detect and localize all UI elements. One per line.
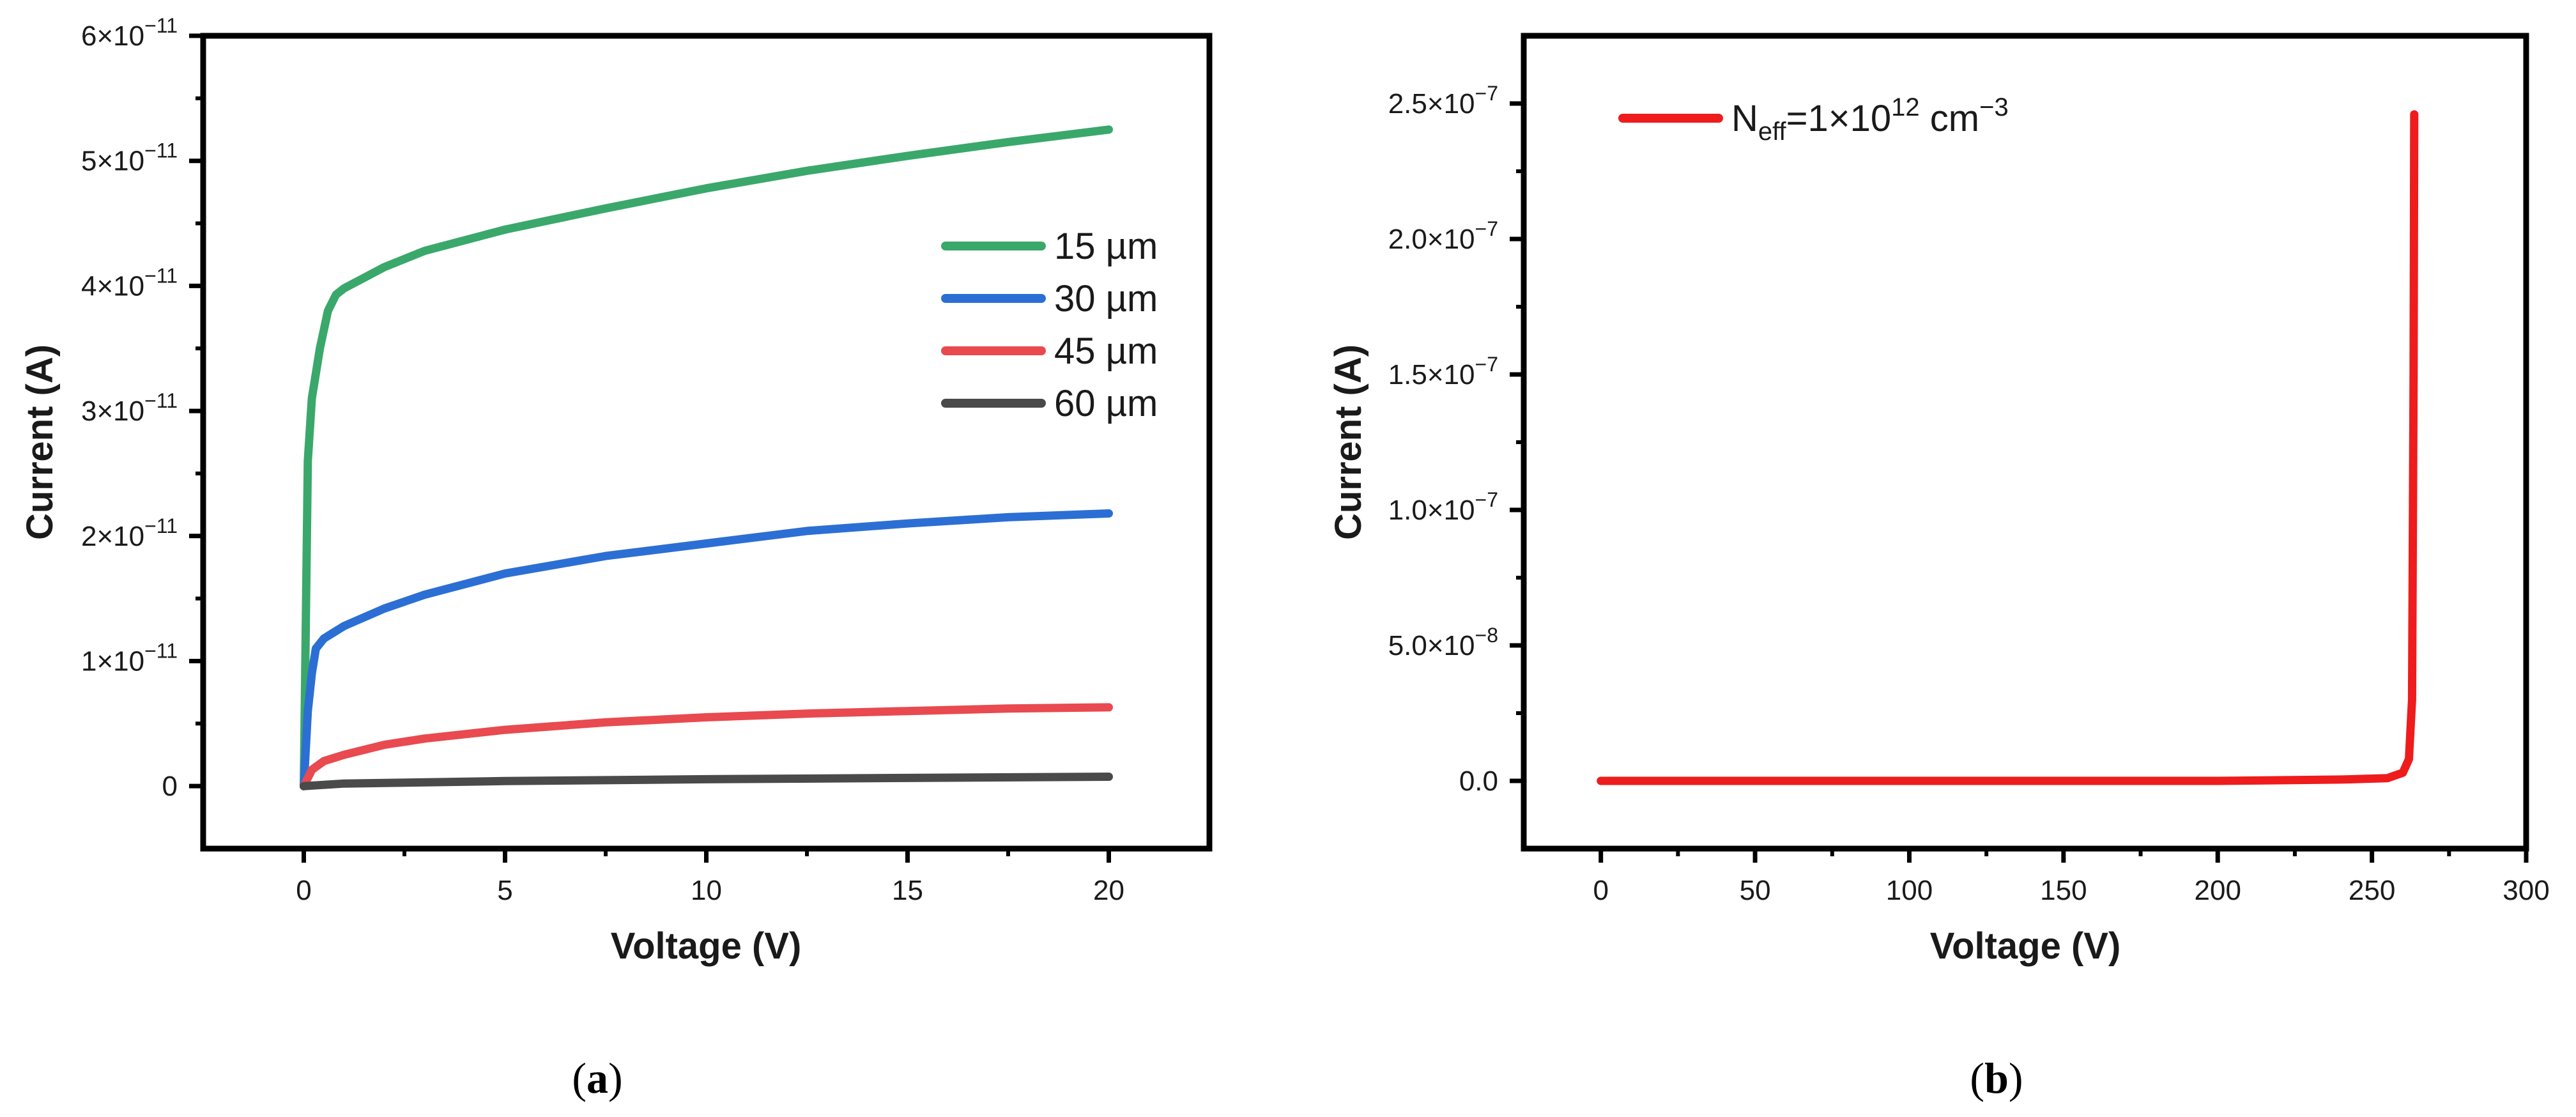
y-tick-label-b-0: 0.0 <box>1459 766 1498 797</box>
plot-frame-b <box>1521 33 2529 852</box>
x-tick-label-a-0: 0 <box>296 875 311 906</box>
y-tick-label-a-4: 4×10−11 <box>81 264 178 302</box>
legend-label-a-3: 60 µm <box>1054 383 1158 424</box>
series-line-a-2 <box>300 703 1113 790</box>
x-tick-label-a-3: 15 <box>892 875 923 906</box>
chart-panel-a: 0 5 10 15 20 0 1×10−11 2×10−11 3×10−11 4×10−11 5×1… <box>19 14 1213 1102</box>
y-tick-label-a-3: 3×10−11 <box>81 389 178 427</box>
ticks-layer-b: 0 50 100 150 200 250 300 0.0 5.0×10−8 1.0×10−7 1.5… <box>1388 82 2550 906</box>
legend-b: Neff=1×1012 cm−3 <box>1618 93 2009 146</box>
legend-label-a-1: 30 µm <box>1054 278 1158 320</box>
series-layer-b <box>1597 110 2419 785</box>
y-tick-label-a-5: 5×10−11 <box>81 139 178 177</box>
x-tick-label-b-5: 250 <box>2349 875 2395 906</box>
x-axis-label-a: Voltage (V) <box>611 925 802 967</box>
chart-panel-b: 0 50 100 150 200 250 300 0.0 5.0×10−8 1.0×10−7 1.5… <box>1328 33 2550 1102</box>
legend-label-neff: Neff=1×1012 cm−3 <box>1731 93 2009 146</box>
y-tick-label-a-1: 1×10−11 <box>81 639 178 677</box>
x-axis-label-b: Voltage (V) <box>1930 925 2121 967</box>
y-tick-label-b-5: 2.5×10−7 <box>1388 82 1498 119</box>
x-tick-label-b-0: 0 <box>1593 875 1608 906</box>
series-line-a-0 <box>300 125 1113 790</box>
y-tick-label-b-2: 1.0×10−7 <box>1388 488 1498 526</box>
y-tick-label-a-6: 6×10−11 <box>81 14 178 52</box>
series-line-b-0 <box>1597 110 2419 785</box>
x-tick-label-a-4: 20 <box>1093 875 1124 906</box>
x-tick-label-b-2: 100 <box>1886 875 1933 906</box>
legend-a: 15 µm 30 µm 45 µm 60 µm <box>941 226 1158 424</box>
y-tick-label-a-0: 0 <box>162 771 178 802</box>
y-axis-label-a: Current (A) <box>19 344 61 540</box>
x-tick-label-b-4: 200 <box>2195 875 2241 906</box>
plot-frame-a <box>200 33 1213 852</box>
legend-label-a-2: 45 µm <box>1054 330 1158 372</box>
series-line-a-3 <box>300 773 1113 790</box>
series-layer-a <box>300 125 1113 790</box>
x-tick-label-b-1: 50 <box>1740 875 1771 906</box>
legend-label-a-0: 15 µm <box>1054 226 1158 267</box>
caption-b: (b) <box>1970 1054 2023 1102</box>
x-tick-label-a-2: 10 <box>691 875 722 906</box>
series-line-a-1 <box>300 509 1113 790</box>
x-tick-label-a-1: 5 <box>497 875 512 906</box>
y-tick-label-a-2: 2×10−11 <box>81 514 178 552</box>
caption-a: (a) <box>572 1054 622 1102</box>
y-axis-label-b: Current (A) <box>1328 344 1369 540</box>
y-tick-label-b-1: 5.0×10−8 <box>1388 624 1498 661</box>
x-tick-label-b-6: 300 <box>2503 875 2549 906</box>
x-tick-label-b-3: 150 <box>2040 875 2087 906</box>
y-tick-label-b-4: 2.0×10−7 <box>1388 217 1498 255</box>
ticks-layer-a: 0 5 10 15 20 0 1×10−11 2×10−11 3×10−11 4×10−11 5×1… <box>81 14 1124 906</box>
y-tick-label-b-3: 1.5×10−7 <box>1388 353 1498 390</box>
